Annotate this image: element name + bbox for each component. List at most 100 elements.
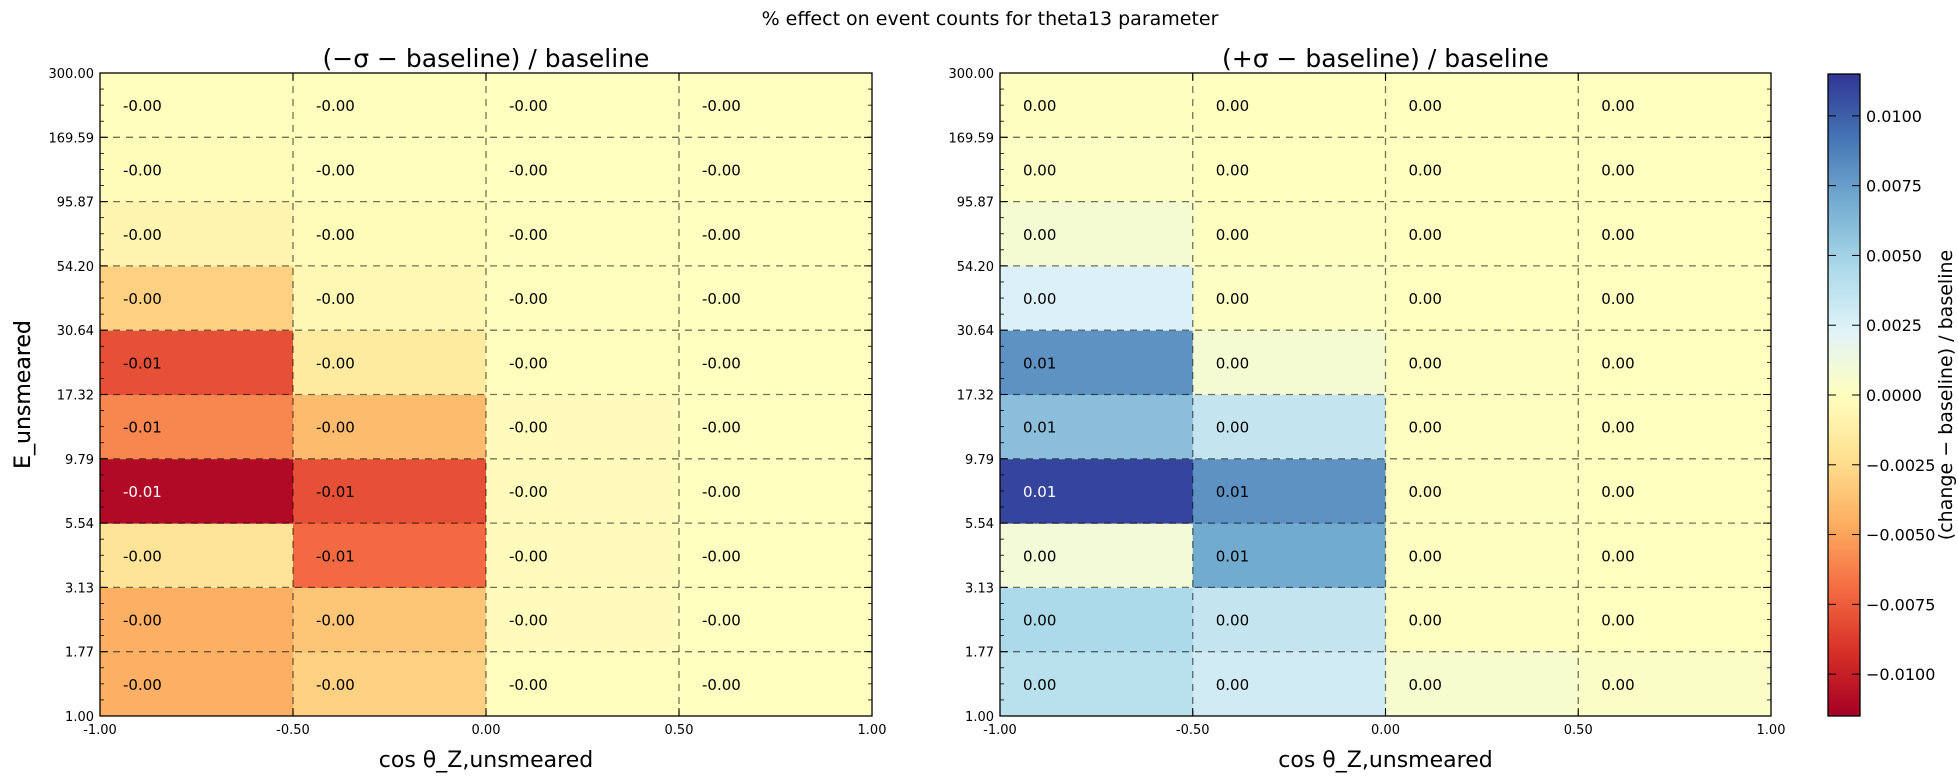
cell-value-label: 0.00 — [1023, 612, 1056, 630]
heatmap-cell — [100, 137, 294, 203]
heatmap-cell — [100, 201, 294, 267]
heatmap-cell — [1578, 394, 1772, 460]
colorbar-tick-label: −0.0100 — [1866, 665, 1935, 684]
x-tick-label: -1.00 — [983, 723, 1017, 738]
colorbar-tick-label: 0.0050 — [1866, 246, 1922, 265]
cell-value-label: 0.00 — [1216, 161, 1249, 179]
heatmap-cell — [1385, 265, 1579, 331]
cell-value-label: 0.00 — [1216, 676, 1249, 694]
heatmap-cell — [486, 587, 680, 653]
heatmap-cell — [486, 394, 680, 460]
cell-value-label: -0.00 — [123, 226, 162, 244]
heatmap-cell — [1192, 265, 1386, 331]
heatmap-cell — [100, 330, 294, 395]
heatmap-cell — [293, 651, 487, 717]
heatmap-cell — [293, 330, 487, 395]
cell-value-label: -0.00 — [702, 547, 741, 565]
heatmap-cell — [679, 265, 873, 331]
panel-title: (−σ − baseline) / baseline — [323, 44, 650, 73]
y-tick-label: 3.13 — [965, 581, 994, 596]
heatmap-panel-plus-sigma: 0.00 0.00 0.00 0.00 0.00 0.00 0.00 0.00 0.00 0.01… — [11, 44, 1785, 773]
cell-value-label: 0.00 — [1216, 419, 1249, 437]
y-tick-label: 1.00 — [65, 710, 94, 725]
heatmap-cell — [1192, 651, 1386, 717]
y-tick-label: 30.64 — [57, 324, 94, 339]
cell-value-label: 0.00 — [1601, 547, 1634, 565]
colorbar-label: (change − baseline) / baseline — [1935, 250, 1957, 540]
cell-value-label: 0.00 — [1601, 676, 1634, 694]
heatmap-cell — [1385, 587, 1579, 653]
cell-value-label: 0.00 — [1023, 226, 1056, 244]
heatmap-cell — [293, 137, 487, 203]
heatmap-cell — [486, 73, 680, 138]
heatmap-cell — [1000, 587, 1194, 653]
cell-value-label: -0.00 — [702, 290, 741, 308]
cell-value-label: 0.00 — [1601, 612, 1634, 630]
colorbar-tick-label: 0.0025 — [1866, 316, 1922, 335]
cell-value-label: 0.00 — [1023, 290, 1056, 308]
heatmap-cell — [293, 394, 487, 460]
y-tick-label: 5.54 — [965, 517, 994, 532]
cell-value-label: -0.01 — [123, 419, 162, 437]
heatmap-cell — [1192, 330, 1386, 395]
cell-value-label: 0.01 — [1216, 547, 1249, 565]
x-tick-label: -1.00 — [83, 723, 117, 738]
y-tick-label: 54.20 — [957, 260, 994, 275]
y-tick-label: 1.77 — [65, 646, 94, 661]
cell-value-label: -0.00 — [509, 226, 548, 244]
heatmap-cell — [679, 330, 873, 395]
cell-value-label: 0.00 — [1023, 547, 1056, 565]
heatmap-cell — [1000, 73, 1194, 138]
heatmap-cell — [1192, 137, 1386, 203]
heatmap-cell — [679, 587, 873, 653]
cell-value-label: 0.00 — [1409, 354, 1442, 372]
cell-value-label: -0.00 — [509, 676, 548, 694]
heatmap-cell — [293, 73, 487, 138]
cell-value-label: -0.00 — [123, 612, 162, 630]
cell-value-label: -0.00 — [316, 161, 355, 179]
heatmap-cell — [1000, 201, 1194, 267]
cell-value-label: -0.01 — [123, 483, 162, 501]
colorbar-tick-label: −0.0025 — [1866, 456, 1935, 475]
cell-value-label: -0.00 — [509, 419, 548, 437]
heatmap-cell — [1192, 458, 1386, 524]
cell-value-label: 0.00 — [1409, 612, 1442, 630]
heatmap-cell — [486, 137, 680, 203]
y-tick-label: 54.20 — [57, 260, 94, 275]
y-tick-label: 1.77 — [965, 646, 994, 661]
cell-value-label: -0.00 — [702, 226, 741, 244]
cell-value-label: -0.00 — [123, 676, 162, 694]
x-axis-label: cos θ_Z,unsmeared — [379, 748, 593, 773]
y-tick-label: 300.00 — [49, 67, 95, 82]
cell-value-label: -0.00 — [702, 97, 741, 115]
y-tick-label: 169.59 — [949, 131, 995, 146]
heatmap-cell — [1192, 201, 1386, 267]
heatmap-cell — [1192, 394, 1386, 460]
heatmap-cell — [100, 587, 294, 653]
cell-value-label: 0.00 — [1601, 419, 1634, 437]
heatmap-panel-minus-sigma: -0.00 -0.00 -0.00 -0.00 -0.00 -0.00 -0.00 -0.00… — [11, 44, 886, 773]
cell-value-label: -0.00 — [316, 612, 355, 630]
cell-value-label: -0.00 — [123, 161, 162, 179]
cell-value-label: 0.01 — [1023, 419, 1056, 437]
x-tick-label: 1.00 — [858, 723, 887, 738]
cell-value-label: -0.00 — [509, 161, 548, 179]
heatmap-cell — [1578, 330, 1772, 395]
panel-title: (+σ − baseline) / baseline — [1222, 44, 1549, 73]
heatmap-cell — [679, 201, 873, 267]
cell-value-label: 0.00 — [1216, 97, 1249, 115]
cell-value-label: -0.00 — [316, 354, 355, 372]
y-tick-label: 17.32 — [57, 389, 94, 404]
colorbar-tick-label: 0.0100 — [1866, 107, 1922, 126]
y-tick-label: 95.87 — [57, 196, 94, 211]
heatmap-cell — [679, 651, 873, 717]
heatmap-cell — [1000, 651, 1194, 717]
heatmap-cell — [1385, 330, 1579, 395]
y-tick-label: 300.00 — [949, 67, 995, 82]
heatmap-cell — [100, 651, 294, 717]
heatmap-cell — [1578, 458, 1772, 524]
heatmap-cell — [1000, 458, 1194, 524]
heatmap-cell — [1000, 137, 1194, 203]
heatmap-cell — [1192, 73, 1386, 138]
cell-value-label: -0.00 — [123, 290, 162, 308]
